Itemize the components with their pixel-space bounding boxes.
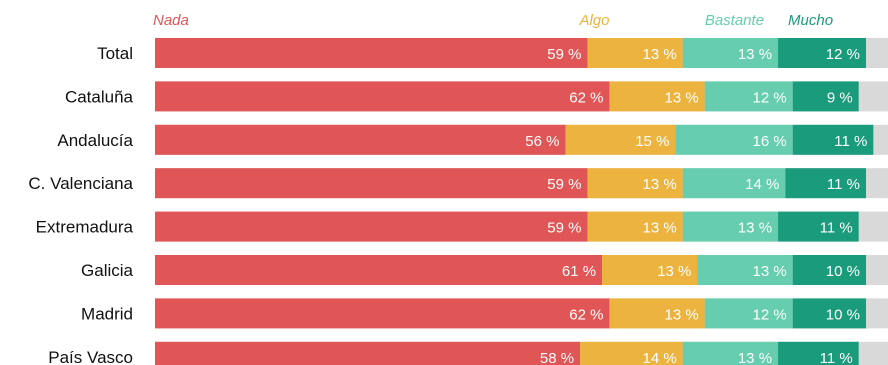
bar-segment-nada-total — [155, 38, 588, 68]
bar-segment-algo-extremadura — [587, 211, 683, 242]
bar-segment-algo-total — [587, 38, 683, 68]
bar-segment-bastante-galicia — [697, 255, 793, 285]
value-label-bastante-extremadura: 13 % — [738, 220, 772, 237]
category-label-total: Total — [97, 44, 133, 63]
legend-label-nada: Nada — [153, 12, 189, 29]
bar-segment-nada-madrid — [155, 298, 610, 329]
bar-segment-bastante-total — [682, 38, 779, 68]
value-label-bastante-galicia: 13 % — [753, 263, 787, 280]
bar-segment-bastante-andaluc-a — [675, 124, 793, 155]
bar-segment-algo-andaluc-a — [565, 124, 676, 155]
bar-segment-bastante-madrid — [704, 298, 793, 329]
bar-segment-mucho-andaluc-a — [792, 124, 874, 155]
bar-segment-nada-catalu-a — [155, 81, 610, 112]
bar-segment-mucho-extremadura — [778, 211, 859, 242]
value-label-algo-galicia: 13 % — [657, 263, 691, 280]
bar-segment-mucho-madrid — [792, 298, 867, 329]
bar-segment-mucho-pa-s-vasco — [778, 341, 859, 365]
value-label-nada-c-valenciana: 59 % — [547, 176, 581, 193]
bar-segment-algo-galicia — [602, 255, 698, 285]
value-label-mucho-madrid: 10 % — [826, 306, 860, 323]
category-label-madrid: Madrid — [81, 304, 133, 323]
value-label-bastante-c-valenciana: 14 % — [745, 176, 779, 193]
value-label-mucho-catalu-a: 9 % — [827, 89, 853, 106]
value-label-algo-total: 13 % — [643, 46, 677, 63]
value-label-bastante-catalu-a: 12 % — [753, 89, 787, 106]
bar-segment-mucho-galicia — [792, 255, 867, 285]
bar-segment-bastante-extremadura — [682, 211, 779, 242]
value-label-mucho-extremadura: 11 % — [820, 220, 853, 237]
bar-segment-algo-catalu-a — [609, 81, 705, 112]
bar-segment-bastante-catalu-a — [704, 81, 793, 112]
value-label-mucho-c-valenciana: 11 % — [827, 176, 860, 193]
bar-segment-nada-c-valenciana — [155, 168, 588, 199]
legend-label-bastante: Bastante — [705, 12, 764, 29]
legend-label-algo: Algo — [578, 12, 609, 29]
legend-label-mucho: Mucho — [788, 12, 833, 29]
value-label-algo-catalu-a: 13 % — [665, 89, 699, 106]
category-label-extremadura: Extremadura — [36, 218, 134, 237]
bar-segment-algo-pa-s-vasco — [580, 341, 683, 365]
bar-segment-mucho-c-valenciana — [785, 168, 867, 199]
value-label-mucho-andaluc-a: 11 % — [834, 133, 867, 150]
value-label-algo-andaluc-a: 15 % — [635, 133, 669, 150]
value-label-algo-pa-s-vasco: 14 % — [643, 350, 677, 365]
category-label-pa-s-vasco: País Vasco — [48, 348, 133, 365]
category-label-galicia: Galicia — [81, 261, 134, 280]
category-label-catalu-a: Cataluña — [65, 87, 134, 106]
value-label-nada-andaluc-a: 56 % — [525, 133, 559, 150]
value-label-mucho-total: 12 % — [826, 46, 860, 63]
value-label-bastante-madrid: 12 % — [753, 306, 787, 323]
value-label-algo-extremadura: 13 % — [643, 220, 677, 237]
value-label-bastante-andaluc-a: 16 % — [753, 133, 787, 150]
value-label-nada-catalu-a: 62 % — [569, 89, 603, 106]
value-label-nada-total: 59 % — [547, 46, 581, 63]
value-label-nada-galicia: 61 % — [562, 263, 596, 280]
value-label-nada-extremadura: 59 % — [547, 220, 581, 237]
value-label-algo-madrid: 13 % — [665, 306, 699, 323]
value-label-nada-madrid: 62 % — [569, 306, 603, 323]
bar-segment-nada-extremadura — [155, 211, 588, 242]
bar-segment-bastante-pa-s-vasco — [682, 341, 779, 365]
bar-segment-nada-galicia — [155, 255, 603, 285]
value-label-bastante-pa-s-vasco: 13 % — [738, 350, 772, 365]
category-label-c-valenciana: C. Valenciana — [28, 174, 133, 193]
value-label-mucho-pa-s-vasco: 11 % — [820, 350, 853, 365]
value-label-nada-pa-s-vasco: 58 % — [540, 350, 574, 365]
value-label-bastante-total: 13 % — [738, 46, 772, 63]
value-label-algo-c-valenciana: 13 % — [643, 176, 677, 193]
value-label-mucho-galicia: 10 % — [826, 263, 860, 280]
bar-segment-mucho-catalu-a — [792, 81, 859, 112]
bar-segment-nada-andaluc-a — [155, 124, 566, 155]
bar-segment-bastante-c-valenciana — [682, 168, 786, 199]
bar-segment-algo-c-valenciana — [587, 168, 683, 199]
bar-segment-nada-pa-s-vasco — [155, 341, 581, 365]
bar-segment-algo-madrid — [609, 298, 705, 329]
bar-segment-mucho-total — [778, 38, 867, 68]
category-label-andaluc-a: Andalucía — [57, 131, 133, 150]
